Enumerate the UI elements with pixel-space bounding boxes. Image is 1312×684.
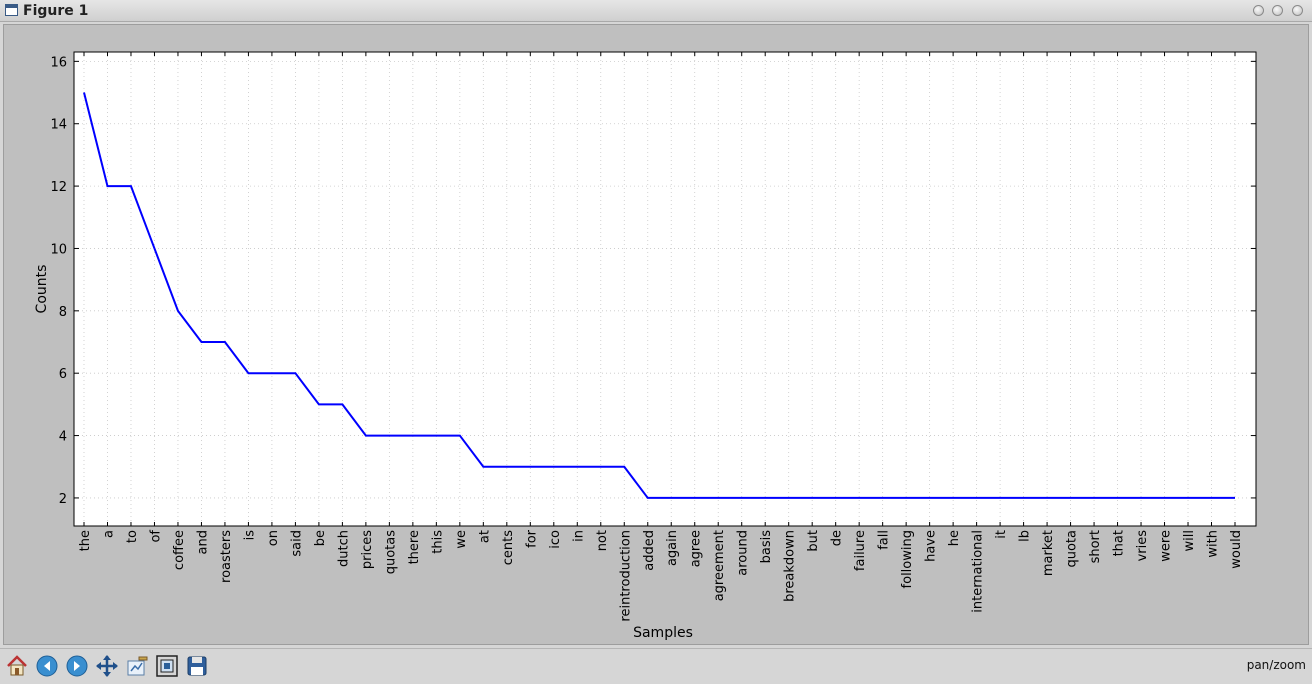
x-tick-label: quota (1065, 530, 1080, 568)
status-text: pan/zoom (1246, 658, 1306, 672)
close-icon[interactable] (1292, 5, 1303, 16)
x-tick-label: it (994, 530, 1009, 539)
home-icon (7, 655, 27, 676)
minimize-icon[interactable] (1253, 5, 1264, 16)
floppy-icon (187, 656, 207, 676)
grid (74, 52, 1256, 526)
x-tick-label: vries (1135, 530, 1150, 562)
x-tick-label: following (900, 530, 915, 588)
y-tick-label: 8 (59, 305, 67, 320)
x-tick-label: market (1041, 530, 1056, 576)
y-tick-label: 14 (50, 118, 67, 133)
window-icon (5, 4, 18, 16)
x-tick-label: de (830, 530, 845, 546)
save-button[interactable] (184, 653, 210, 679)
x-tick-label: the (78, 530, 93, 551)
x-tick-label: agree (689, 530, 704, 567)
x-tick-label: on (266, 530, 281, 546)
y-tick-label: 16 (50, 55, 67, 70)
x-tick-label: this (430, 530, 445, 554)
y-tick-label: 2 (59, 492, 67, 507)
x-tick-label: fall (877, 530, 892, 550)
x-tick-label: said (289, 530, 304, 557)
x-tick-label: lb (1018, 530, 1033, 542)
x-tick-label: ico (548, 530, 563, 549)
x-tick-label: were (1159, 530, 1174, 562)
x-tick-label: is (242, 530, 257, 541)
x-tick-label: failure (853, 530, 868, 571)
y-tick-label: 6 (59, 367, 67, 382)
plot-area (74, 52, 1256, 526)
move-icon (96, 655, 118, 677)
x-tick-label: will (1182, 530, 1197, 551)
y-tick-label: 4 (59, 430, 67, 445)
x-tick-label: added (642, 530, 657, 571)
x-tick-label: for (524, 529, 539, 548)
x-tick-label: coffee (172, 530, 187, 570)
pan-button[interactable] (94, 653, 120, 679)
x-tick-label: basis (759, 530, 774, 564)
x-tick-label: again (665, 530, 680, 566)
x-tick-label: quotas (383, 530, 398, 575)
y-axis-label: Counts (34, 265, 50, 314)
x-tick-label: at (477, 530, 492, 543)
axis-ticks (74, 52, 1256, 526)
x-tick-label: around (736, 530, 751, 576)
subplots-button[interactable] (124, 653, 150, 679)
x-tick-label: agreement (712, 530, 727, 601)
x-tick-label: but (806, 530, 821, 552)
x-tick-labels: the a to of coffee and roasters is on said be dutch… (78, 529, 1244, 621)
x-axis-label: Samples (633, 625, 693, 641)
toolbar: pan/zoom (0, 648, 1312, 684)
x-tick-label: roasters (219, 530, 234, 583)
x-tick-label: that (1112, 530, 1127, 556)
x-tick-label: in (571, 530, 586, 542)
window-title: Figure 1 (23, 3, 89, 19)
x-tick-label: short (1088, 530, 1103, 563)
x-tick-label: reintroduction (618, 530, 633, 622)
x-tick-label: we (454, 530, 469, 549)
arrow-right-icon (66, 655, 88, 677)
x-tick-label: be (313, 530, 328, 546)
y-tick-label: 12 (50, 180, 67, 195)
x-tick-label: a (101, 530, 116, 538)
y-tick-label: 10 (50, 242, 67, 257)
series-line (83, 92, 1235, 499)
subplots-icon (127, 656, 148, 676)
x-tick-label: cents (501, 530, 516, 565)
x-tick-label: and (195, 530, 210, 554)
window-titlebar: Figure 1 (0, 0, 1312, 22)
home-button[interactable] (4, 653, 30, 679)
maximize-icon[interactable] (1272, 5, 1283, 16)
x-tick-label: dutch (336, 530, 351, 567)
x-tick-label: breakdown (783, 530, 798, 602)
x-tick-label: of (148, 530, 163, 543)
y-tick-labels: 2 4 6 8 10 12 14 16 (50, 55, 67, 507)
zoom-rect-icon (156, 655, 178, 677)
x-tick-label: would (1229, 530, 1244, 569)
zoom-button[interactable] (154, 653, 180, 679)
x-tick-label: prices (360, 530, 375, 569)
x-tick-label: with (1206, 530, 1221, 558)
x-tick-label: international (971, 530, 986, 613)
back-button[interactable] (34, 653, 60, 679)
chart-svg[interactable]: the a to of coffee and roasters is on said be dutch… (0, 0, 1312, 648)
x-tick-label: to (125, 530, 140, 543)
arrow-left-icon (36, 655, 58, 677)
x-tick-label: he (947, 530, 962, 546)
x-tick-label: not (595, 530, 610, 551)
x-tick-label: there (407, 530, 422, 564)
forward-button[interactable] (64, 653, 90, 679)
x-tick-label: have (924, 530, 939, 562)
plot-frame (73, 51, 1257, 527)
